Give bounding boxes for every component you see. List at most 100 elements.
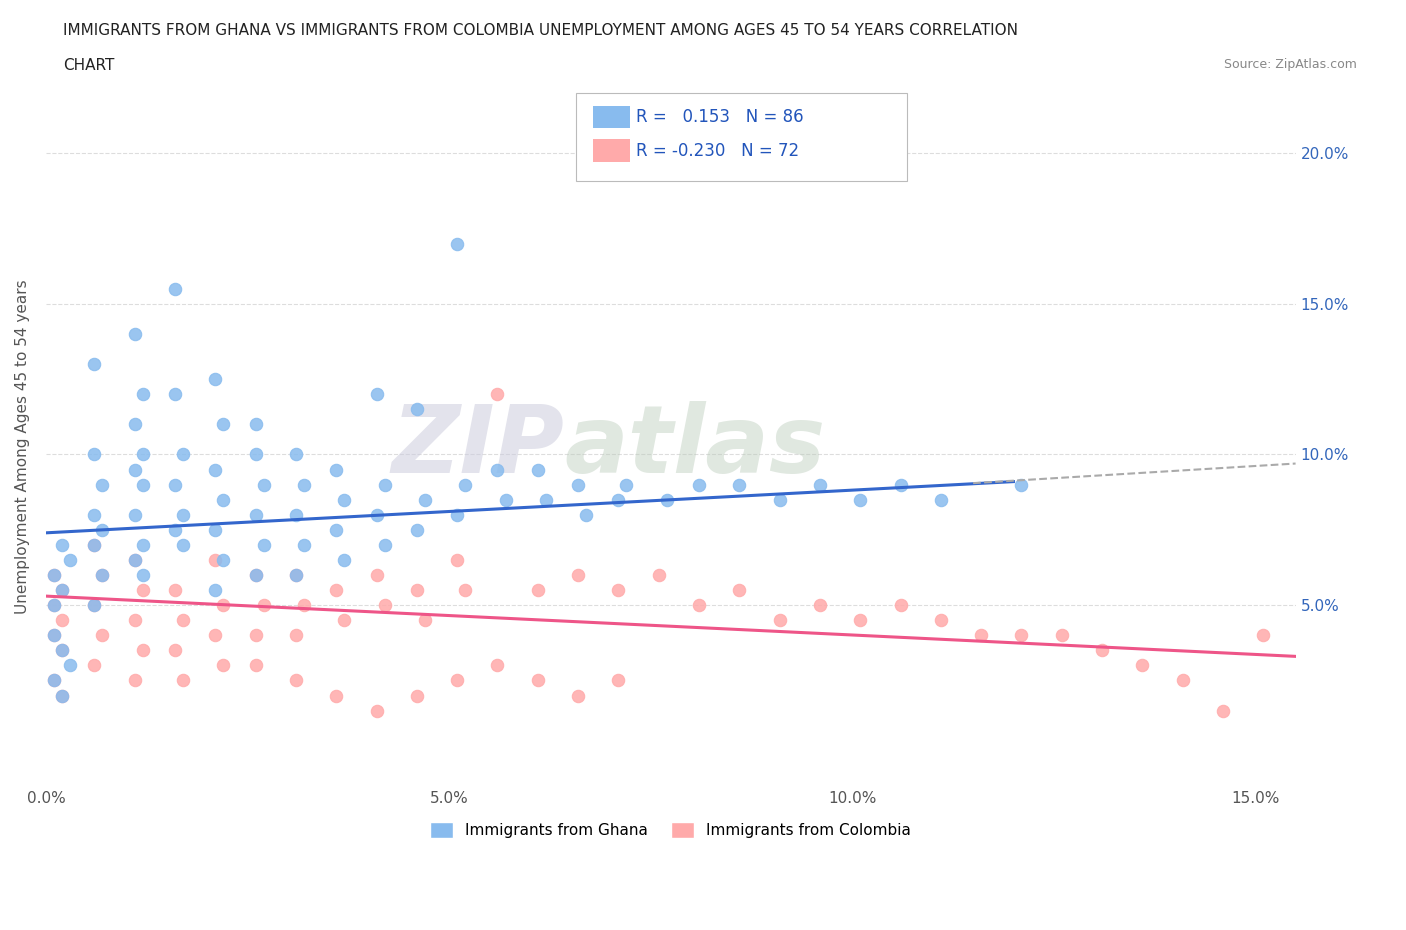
Point bbox=[728, 582, 751, 597]
Point bbox=[486, 658, 509, 672]
Point bbox=[172, 613, 194, 628]
Point bbox=[616, 477, 638, 492]
Point bbox=[607, 582, 630, 597]
Text: R =   0.153   N = 86: R = 0.153 N = 86 bbox=[636, 108, 803, 126]
Point bbox=[42, 567, 65, 582]
Point bbox=[292, 477, 315, 492]
Point bbox=[124, 552, 146, 567]
Text: IMMIGRANTS FROM GHANA VS IMMIGRANTS FROM COLOMBIA UNEMPLOYMENT AMONG AGES 45 TO : IMMIGRANTS FROM GHANA VS IMMIGRANTS FROM… bbox=[63, 23, 1018, 38]
Point bbox=[849, 492, 872, 507]
Point bbox=[575, 508, 598, 523]
Point bbox=[59, 658, 82, 672]
Point bbox=[42, 567, 65, 582]
Point bbox=[132, 447, 155, 462]
Point bbox=[374, 477, 396, 492]
Point bbox=[366, 567, 388, 582]
Point bbox=[890, 598, 912, 613]
Point bbox=[245, 417, 267, 432]
Point bbox=[655, 492, 678, 507]
Point bbox=[91, 567, 114, 582]
Point bbox=[413, 492, 436, 507]
Point bbox=[59, 552, 82, 567]
Point bbox=[454, 477, 477, 492]
Point bbox=[212, 598, 235, 613]
Point bbox=[486, 387, 509, 402]
Point bbox=[486, 462, 509, 477]
Point bbox=[607, 673, 630, 688]
Point bbox=[728, 477, 751, 492]
Point bbox=[366, 387, 388, 402]
Point bbox=[808, 598, 831, 613]
Point bbox=[1132, 658, 1154, 672]
Point bbox=[567, 477, 589, 492]
Point bbox=[83, 538, 105, 552]
Point bbox=[132, 582, 155, 597]
Point bbox=[253, 538, 276, 552]
Point bbox=[495, 492, 517, 507]
Point bbox=[172, 447, 194, 462]
Point bbox=[132, 387, 155, 402]
Point bbox=[1171, 673, 1194, 688]
Point bbox=[212, 492, 235, 507]
Text: R = -0.230   N = 72: R = -0.230 N = 72 bbox=[636, 141, 799, 160]
Point bbox=[454, 582, 477, 597]
Point bbox=[325, 688, 347, 703]
Point bbox=[204, 523, 226, 538]
Point bbox=[124, 417, 146, 432]
Point bbox=[768, 492, 790, 507]
Point bbox=[204, 628, 226, 643]
Point bbox=[204, 372, 226, 387]
Y-axis label: Unemployment Among Ages 45 to 54 years: Unemployment Among Ages 45 to 54 years bbox=[15, 280, 30, 615]
Point bbox=[204, 462, 226, 477]
Point bbox=[374, 598, 396, 613]
Point bbox=[132, 567, 155, 582]
Point bbox=[163, 643, 186, 658]
Point bbox=[284, 447, 307, 462]
Point bbox=[768, 613, 790, 628]
Point bbox=[51, 538, 73, 552]
Legend: Immigrants from Ghana, Immigrants from Colombia: Immigrants from Ghana, Immigrants from C… bbox=[423, 815, 920, 846]
Point bbox=[607, 492, 630, 507]
Point bbox=[163, 582, 186, 597]
Point bbox=[929, 613, 952, 628]
Point bbox=[325, 582, 347, 597]
Point bbox=[567, 567, 589, 582]
Point bbox=[83, 357, 105, 372]
Point bbox=[83, 538, 105, 552]
Point bbox=[83, 598, 105, 613]
Point bbox=[212, 658, 235, 672]
Point bbox=[446, 236, 468, 251]
Point bbox=[51, 688, 73, 703]
Point bbox=[42, 673, 65, 688]
Point bbox=[292, 598, 315, 613]
Point bbox=[91, 477, 114, 492]
Point bbox=[284, 673, 307, 688]
Point bbox=[91, 628, 114, 643]
Point bbox=[245, 447, 267, 462]
Point bbox=[647, 567, 669, 582]
Point bbox=[42, 598, 65, 613]
Point bbox=[163, 477, 186, 492]
Point bbox=[808, 477, 831, 492]
Point bbox=[1011, 628, 1033, 643]
Point bbox=[534, 492, 557, 507]
Point bbox=[245, 658, 267, 672]
Text: Source: ZipAtlas.com: Source: ZipAtlas.com bbox=[1223, 58, 1357, 71]
Point bbox=[51, 582, 73, 597]
Point bbox=[284, 508, 307, 523]
Point bbox=[124, 613, 146, 628]
Point bbox=[284, 628, 307, 643]
Point bbox=[124, 462, 146, 477]
Point bbox=[83, 447, 105, 462]
Point bbox=[42, 628, 65, 643]
Point bbox=[526, 582, 548, 597]
Point bbox=[970, 628, 993, 643]
Text: atlas: atlas bbox=[565, 401, 825, 493]
Point bbox=[91, 567, 114, 582]
Point bbox=[212, 417, 235, 432]
Point bbox=[51, 643, 73, 658]
Point bbox=[124, 552, 146, 567]
Point bbox=[688, 477, 710, 492]
Point bbox=[1253, 628, 1275, 643]
Point bbox=[163, 387, 186, 402]
